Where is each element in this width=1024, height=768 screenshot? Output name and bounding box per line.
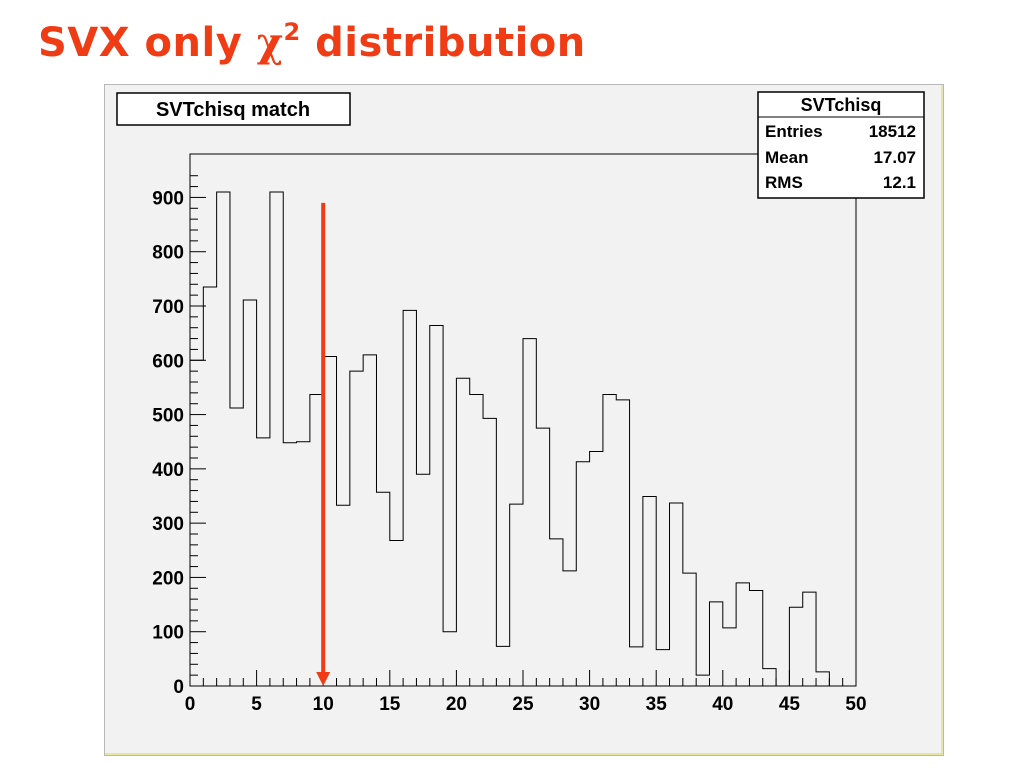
x-tick-label: 45 [779, 694, 801, 715]
histogram-bin [190, 360, 203, 686]
x-tick-label: 30 [579, 694, 600, 715]
title-suffix: distribution [300, 20, 586, 66]
histogram-label: SVTchisq match [156, 99, 310, 121]
histogram-bin [430, 326, 443, 686]
y-tick-label: 500 [152, 406, 184, 427]
histogram-bin [550, 539, 563, 686]
histogram-outline [189, 191, 856, 687]
axis-ticks [189, 175, 857, 687]
histogram-bin [510, 504, 523, 686]
histogram-bin [536, 428, 549, 686]
cut-arrow-head [316, 672, 331, 686]
stats-mean-value: 17.07 [873, 148, 916, 167]
stats-box: SVTchisq Entries 18512 Mean 17.07 RMS 12… [757, 91, 925, 199]
x-tick-label: 0 [185, 694, 196, 715]
y-tick-label: 700 [152, 297, 184, 318]
histogram-bin [816, 672, 829, 686]
cut-arrow [316, 202, 331, 686]
histogram-bin [483, 418, 496, 686]
stats-rms-label: RMS [765, 173, 803, 192]
histogram-bin [403, 310, 416, 686]
histogram-bin [670, 503, 683, 686]
stats-name: SVTchisq [801, 95, 882, 115]
histogram-bin [590, 451, 603, 686]
x-tick-label: 40 [712, 694, 733, 715]
histogram-bin [749, 590, 762, 686]
x-tick-label: 20 [446, 694, 467, 715]
histogram-bin [696, 675, 709, 686]
histogram-bin [616, 400, 629, 686]
slide-title: SVX only χ2 distribution [38, 18, 586, 66]
title-superscript: 2 [283, 18, 301, 46]
y-tick-label: 600 [152, 351, 184, 372]
stats-entries-value: 18512 [869, 122, 916, 141]
histogram-bin [203, 287, 216, 686]
x-tick-label: 25 [512, 694, 534, 715]
histogram-bin [603, 394, 616, 686]
histogram-bin [390, 541, 403, 686]
histogram-bin [523, 339, 536, 686]
stats-rms-value: 12.1 [883, 173, 916, 192]
x-tick-label: 50 [845, 694, 866, 715]
histogram-bin [763, 669, 776, 686]
histogram-bin [217, 192, 230, 686]
histogram-bin [230, 408, 243, 686]
title-chi-symbol: χ [256, 19, 284, 66]
histogram-bin [283, 443, 296, 686]
stats-mean-label: Mean [765, 148, 808, 167]
histogram-label-box: SVTchisq match [116, 92, 351, 126]
title-prefix: SVX only [38, 20, 257, 66]
histogram-bin [803, 592, 816, 686]
histogram-bin [643, 497, 656, 686]
histogram-bin [337, 505, 350, 686]
histogram-bin [563, 571, 576, 686]
histogram-bin [683, 573, 696, 686]
x-tick-labels: 0 5 10 15 20 25 30 35 40 45 50 [185, 694, 867, 715]
histogram-bin [443, 632, 456, 686]
x-tick-label: 35 [646, 694, 668, 715]
histogram-bin [257, 438, 270, 686]
histogram-bin [496, 646, 509, 686]
y-tick-label: 200 [152, 568, 184, 589]
y-tick-label: 400 [152, 460, 184, 481]
histogram-bin [243, 300, 256, 686]
stats-entries-label: Entries [765, 122, 823, 141]
histogram-bin [470, 394, 483, 686]
y-tick-label: 100 [152, 623, 184, 644]
x-tick-label: 10 [313, 694, 334, 715]
y-tick-label: 900 [152, 188, 184, 209]
histogram-bin [363, 355, 376, 686]
y-tick-label: 800 [152, 243, 184, 264]
histogram-bin [709, 602, 722, 686]
histogram-bin [376, 492, 389, 686]
histogram-bin [736, 583, 749, 686]
histogram-bin [297, 442, 310, 686]
histogram-bin [723, 628, 736, 686]
histogram-bin [630, 647, 643, 686]
histogram-bin [789, 607, 802, 686]
y-tick-label: 0 [173, 677, 184, 698]
x-tick-label: 15 [379, 694, 401, 715]
x-tick-label: 5 [251, 694, 262, 715]
y-tick-labels: 0 100 200 300 400 500 600 700 800 900 [152, 188, 184, 698]
y-tick-label: 300 [152, 514, 184, 535]
histogram-bin [656, 650, 669, 686]
histogram-bin [576, 462, 589, 686]
histogram-bin [350, 371, 363, 686]
histogram-bin [270, 192, 283, 686]
histogram-bin [416, 474, 429, 686]
histogram-bin [456, 378, 469, 686]
